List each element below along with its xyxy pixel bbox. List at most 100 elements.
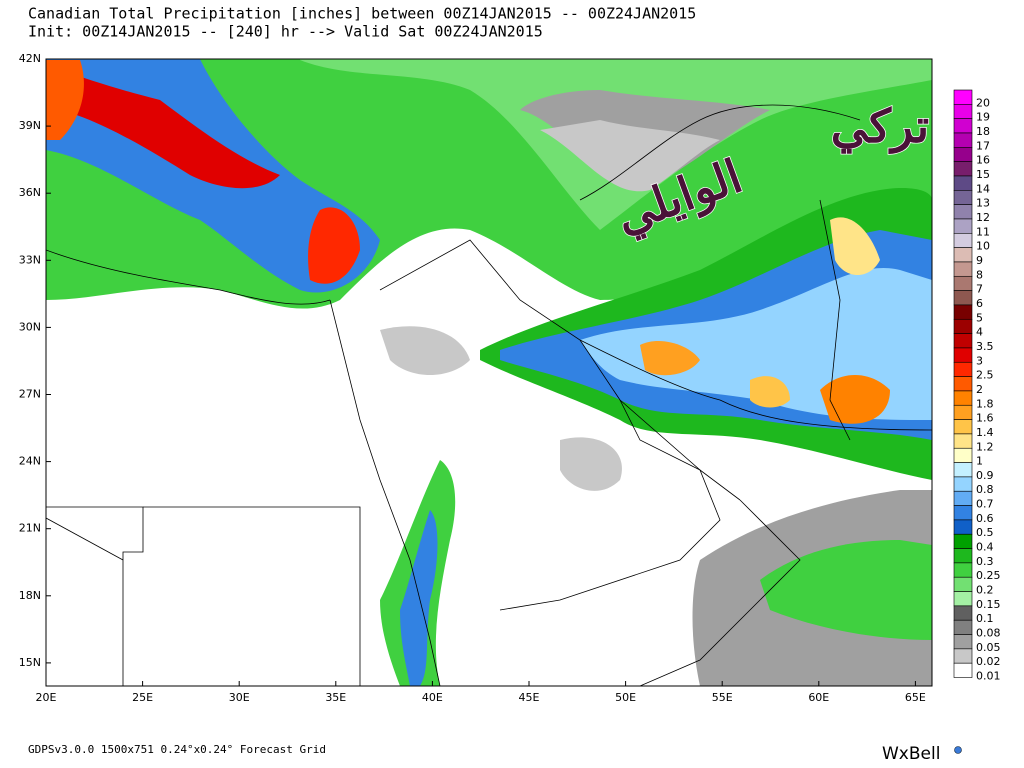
legend-swatch <box>953 576 973 592</box>
legend-label: 1.4 <box>976 426 994 439</box>
legend-swatch <box>953 89 973 105</box>
legend-label: 12 <box>976 211 990 224</box>
legend-label: 9 <box>976 254 983 267</box>
legend-label: 14 <box>976 182 990 195</box>
lat-label: 15N <box>19 656 41 669</box>
legend-label: 0.6 <box>976 512 994 525</box>
legend-swatch <box>953 619 973 635</box>
legend-swatch <box>953 161 973 177</box>
legend-label: 2 <box>976 383 983 396</box>
legend-label: 18 <box>976 125 990 138</box>
legend-swatch <box>953 218 973 234</box>
legend-swatch <box>953 261 973 277</box>
legend-label: 13 <box>976 197 990 210</box>
legend-swatch <box>953 447 973 463</box>
legend-swatch <box>953 247 973 263</box>
legend-label: 0.01 <box>976 670 1001 683</box>
legend-swatch <box>953 490 973 506</box>
legend-swatch <box>953 548 973 564</box>
legend-swatch <box>953 562 973 578</box>
legend-label: 0.08 <box>976 627 1001 640</box>
lat-label: 18N <box>19 589 41 602</box>
legend-swatch <box>953 591 973 607</box>
legend-swatch <box>953 533 973 549</box>
lat-label: 42N <box>19 52 41 65</box>
legend-label: 0.3 <box>976 555 994 568</box>
legend-swatch <box>953 376 973 392</box>
legend-label: 15 <box>976 168 990 181</box>
lon-label: 50E <box>615 691 636 704</box>
legend-label: 0.5 <box>976 526 994 539</box>
legend-label: 1.6 <box>976 412 994 425</box>
legend-swatch <box>953 347 973 363</box>
legend-swatch <box>953 634 973 650</box>
legend-label: 0.7 <box>976 498 994 511</box>
legend-label: 3.5 <box>976 340 994 353</box>
legend-swatch <box>953 132 973 148</box>
legend-label: 1 <box>976 455 983 468</box>
legend-label: 8 <box>976 268 983 281</box>
lon-label: 65E <box>905 691 926 704</box>
lat-label: 21N <box>19 522 41 535</box>
legend-label: 1.2 <box>976 440 994 453</box>
watermark-line1: تركي <box>831 99 929 154</box>
legend-swatch <box>953 462 973 478</box>
legend-swatch <box>953 190 973 205</box>
lon-label: 45E <box>519 691 540 704</box>
legend-swatch <box>953 648 973 664</box>
legend-swatch <box>953 290 973 306</box>
legend-label: 0.9 <box>976 469 994 482</box>
legend-label: 0.05 <box>976 641 1001 654</box>
lon-label: 55E <box>712 691 733 704</box>
legend-swatch <box>953 204 973 220</box>
legend-label: 17 <box>976 139 990 152</box>
lat-label: 24N <box>19 455 41 468</box>
legend-swatch <box>953 519 973 535</box>
legend-label: 11 <box>976 225 990 238</box>
legend-swatch <box>953 147 973 162</box>
legend-label: 0.2 <box>976 584 994 597</box>
legend-label: 7 <box>976 283 983 296</box>
map-field <box>45 58 933 687</box>
lat-label: 30N <box>19 320 41 333</box>
legend-label: 0.15 <box>976 598 1001 611</box>
legend-swatch <box>953 404 973 420</box>
legend-swatch <box>953 318 973 334</box>
legend-swatch <box>953 662 973 678</box>
legend-label: 19 <box>976 111 990 124</box>
legend-label: 1.8 <box>976 397 994 410</box>
lon-labels: 20E 25E 30E 35E 40E 45E 50E 55E 60E 65E <box>36 681 926 704</box>
logo-dot <box>954 746 962 754</box>
footer-grid-info: GDPSv3.0.0 1500x751 0.24°x0.24° Forecast… <box>28 743 326 756</box>
legend-label: 10 <box>976 240 990 253</box>
legend-label: 0.25 <box>976 569 1001 582</box>
lon-label: 40E <box>422 691 443 704</box>
lon-label: 60E <box>808 691 829 704</box>
lon-label: 30E <box>229 691 250 704</box>
lon-label: 20E <box>36 691 57 704</box>
legend-swatch <box>953 233 973 248</box>
lon-label: 25E <box>132 691 153 704</box>
legend-label: 0.4 <box>976 541 994 554</box>
footer-logo: WxBell <box>882 744 940 764</box>
legend-swatch <box>953 505 973 521</box>
legend-swatch <box>953 605 973 621</box>
legend-swatch <box>953 118 973 134</box>
lon-label: 35E <box>325 691 346 704</box>
legend-label: 0.8 <box>976 483 994 496</box>
legend-label: 4 <box>976 326 983 339</box>
legend-swatch <box>953 419 973 435</box>
legend-swatch <box>953 390 973 406</box>
lat-label: 39N <box>19 119 41 132</box>
lat-labels: 42N 39N 36N 33N 30N 27N 24N 21N 18N 15N <box>19 52 51 669</box>
legend-swatch <box>953 275 973 291</box>
legend-label: 3 <box>976 354 983 367</box>
subtitle: Init: 00Z14JAN2015 -- [240] hr --> Valid… <box>28 23 543 41</box>
legend-swatch <box>953 361 973 377</box>
legend-label: 2.5 <box>976 369 994 382</box>
legend-label: 6 <box>976 297 983 310</box>
legend-swatch <box>953 333 973 349</box>
legend-label: 0.02 <box>976 655 1001 668</box>
